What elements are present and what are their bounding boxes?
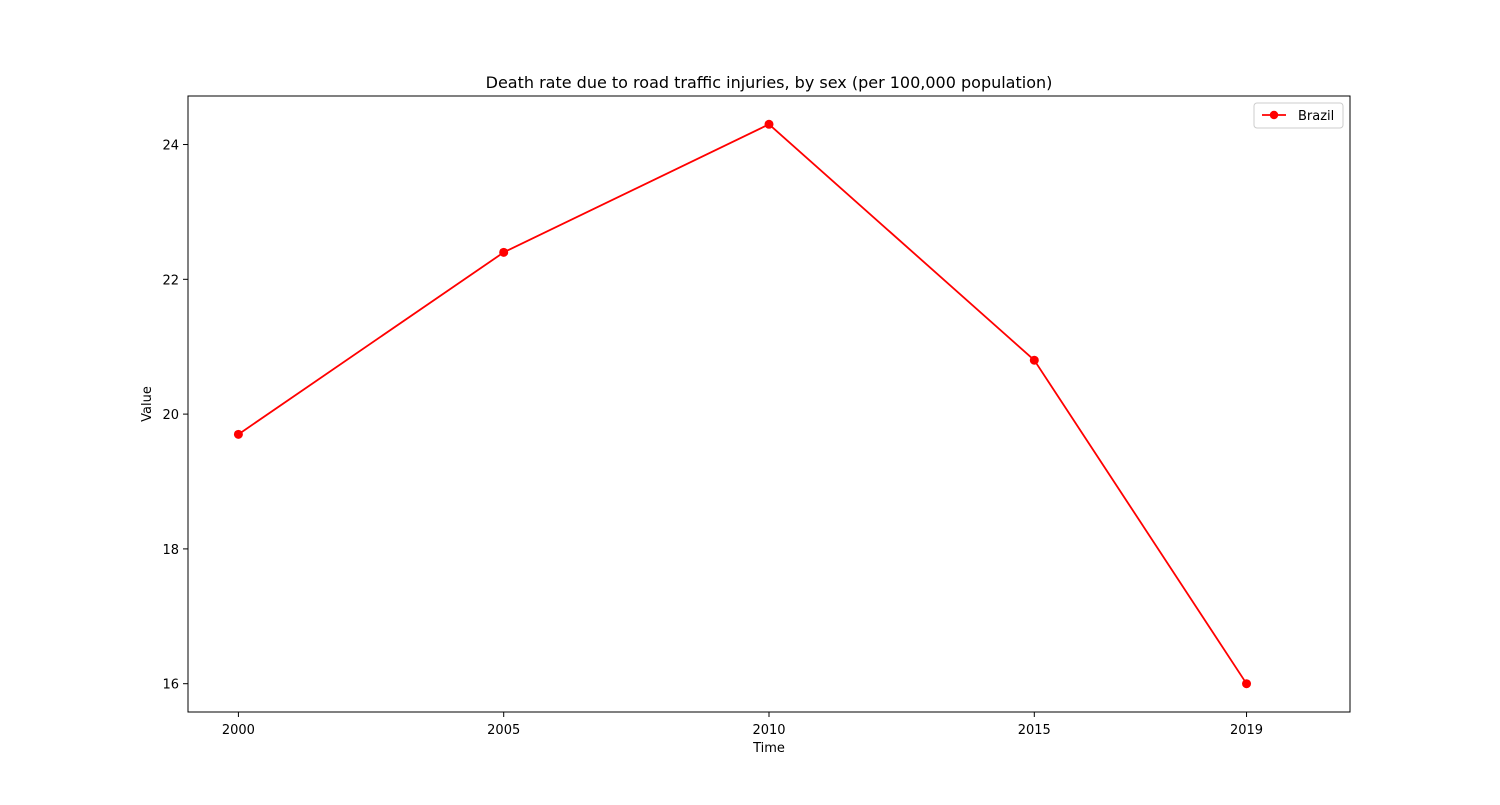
- y-tick-label: 24: [162, 139, 179, 154]
- y-tick-label: 18: [162, 543, 179, 558]
- legend: Brazil: [1253, 102, 1344, 129]
- y-axis: 16 18 20 22 24: [162, 139, 188, 693]
- data-point: [499, 247, 509, 257]
- legend-point-marker: [1269, 110, 1279, 120]
- x-tick-label: 2015: [1018, 723, 1051, 738]
- y-tick-label: 20: [162, 408, 179, 423]
- chart-title: Death rate due to road traffic injuries,…: [486, 73, 1053, 92]
- x-axis-label: Time: [752, 741, 785, 756]
- series-line: [237, 123, 1248, 685]
- x-tick-label: 2019: [1230, 723, 1263, 738]
- y-tick-label: 22: [162, 273, 179, 288]
- y-tick-label: 16: [162, 678, 179, 693]
- series-layer: [233, 119, 1252, 689]
- legend-box: [1253, 102, 1344, 129]
- plot-area: [187, 95, 1351, 713]
- x-axis: 2000 2005 2010 2015 2019: [222, 712, 1263, 738]
- data-point: [1242, 679, 1252, 689]
- x-tick-label: 2005: [487, 723, 520, 738]
- data-point: [764, 119, 774, 129]
- data-point: [233, 429, 243, 439]
- legend-entry-brazil: Brazil: [1298, 109, 1334, 124]
- x-tick-label: 2000: [222, 723, 255, 738]
- y-axis-label: Value: [140, 386, 155, 422]
- data-point: [1029, 355, 1039, 365]
- x-tick-label: 2010: [752, 723, 785, 738]
